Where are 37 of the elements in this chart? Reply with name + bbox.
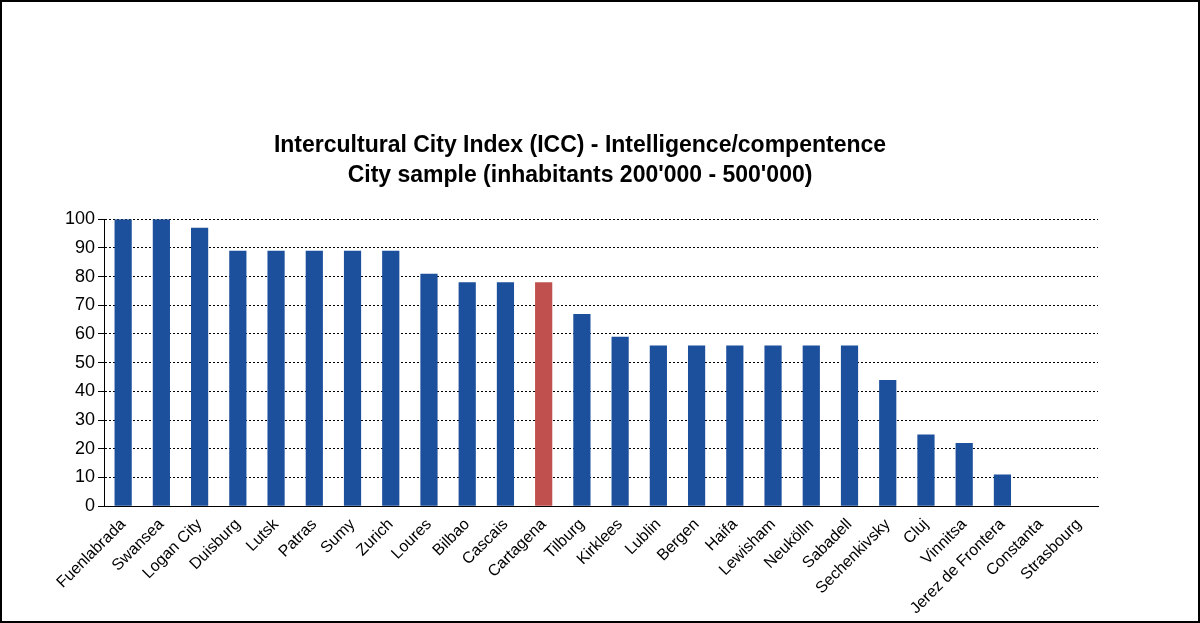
bar [343, 250, 362, 506]
bar [458, 282, 476, 506]
y-tick-label: 30 [75, 409, 96, 430]
bar [611, 336, 629, 506]
bar [993, 474, 1012, 506]
bar [152, 219, 170, 506]
bar [229, 250, 247, 506]
y-tick-label: 20 [75, 437, 96, 458]
y-tick-label: 50 [75, 351, 96, 372]
bar [382, 250, 400, 506]
chart-subtitle: City sample (inhabitants 200'000 - 500'000) [347, 160, 813, 187]
bar [917, 434, 935, 506]
y-tick-label: 10 [75, 466, 96, 487]
bar [879, 379, 897, 506]
bar [114, 219, 132, 506]
y-tick-label: 100 [64, 208, 96, 229]
y-tick-label: 0 [85, 495, 96, 516]
bar [840, 345, 859, 506]
bar [802, 345, 820, 506]
bar [535, 282, 553, 506]
y-tick-label: 90 [75, 236, 96, 257]
y-tick-label: 40 [75, 380, 96, 401]
bar [573, 313, 591, 506]
bar [649, 345, 667, 506]
chart-title: Intercultural City Index (ICC) - Intelligence/compentence [273, 131, 887, 158]
bar [764, 345, 782, 506]
bar [496, 282, 515, 506]
bar [955, 443, 973, 506]
y-tick-label: 60 [75, 322, 96, 343]
bar [305, 250, 323, 506]
bar [687, 345, 706, 506]
bar [267, 250, 285, 506]
bar [726, 345, 744, 506]
bar [420, 273, 438, 506]
y-tick-label: 80 [75, 265, 96, 286]
y-tick-label: 70 [75, 294, 96, 315]
bar [191, 227, 209, 506]
